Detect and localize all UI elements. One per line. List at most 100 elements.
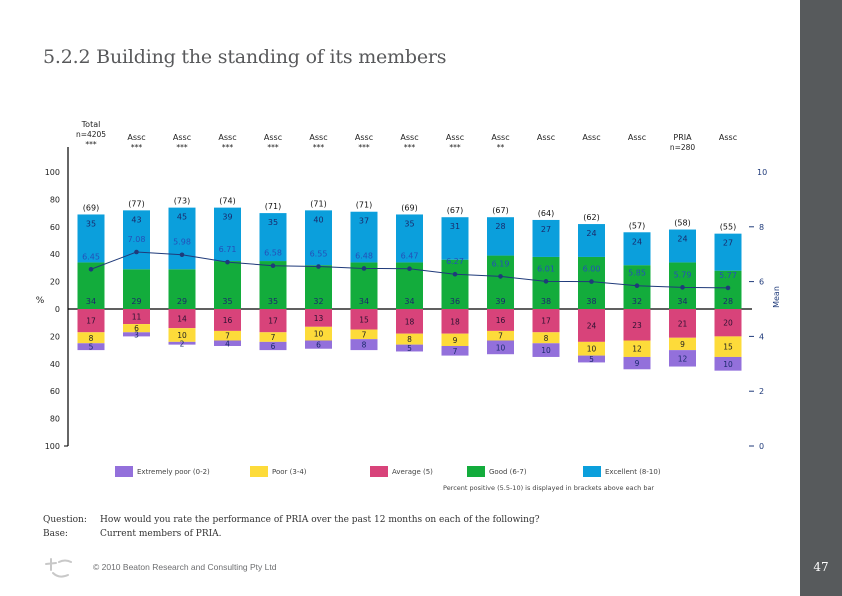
mean-point (88, 266, 94, 272)
category-label: Total (81, 120, 101, 129)
category-header: Assc*** (264, 133, 282, 152)
y2-tick-label: 6 (759, 278, 764, 287)
bar-stack: 35 35 17 76 (71) 6.58 (259, 202, 287, 351)
bar-segment-extremely (578, 355, 605, 363)
y-tick-label: 0 (55, 305, 60, 314)
y-tick-label: 20 (50, 278, 60, 287)
bar-segment-excellent (168, 207, 196, 270)
segment-value-label: 6 (271, 342, 276, 351)
segment-value-label: 20 (723, 319, 733, 328)
segment-value-label: 16 (496, 316, 506, 325)
segment-value-label: 10 (177, 331, 187, 340)
bar-segment-extremely (714, 356, 742, 371)
segment-value-label: 24 (632, 237, 642, 246)
percent-positive-label: (64) (538, 209, 554, 218)
segment-value-label: 34 (86, 297, 96, 306)
mean-point (316, 264, 321, 269)
legend-label: Average (5) (392, 467, 433, 476)
percent-positive-label: (62) (583, 213, 599, 222)
y-tick-label: 80 (50, 415, 60, 424)
segment-value-label: 7 (271, 333, 276, 342)
category-header: Assc*** (400, 133, 418, 152)
percent-positive-label: (57) (629, 221, 645, 230)
bar-stack: 24 32 23 12 9 (57) 5.85 (623, 221, 651, 370)
percent-positive-label: (71) (310, 199, 326, 208)
bar-segment-average (532, 309, 560, 333)
legend-item-excellent: Excellent (8-10) (583, 466, 661, 477)
mean-point (543, 279, 549, 284)
bar-stack: 39 35 16 74 (74) 6.71 (214, 197, 241, 348)
bar-stack: 27 38 17 8 10 (64) 6.01 (532, 209, 560, 357)
bar-segment-average (441, 309, 469, 334)
bar-segment-excellent (714, 233, 742, 271)
category-significance: *** (85, 140, 97, 149)
percent-positive-label: (69) (83, 203, 99, 212)
mean-line (88, 249, 731, 291)
segment-value-label: 27 (541, 225, 551, 234)
y-tick-label: 20 (50, 332, 60, 341)
bar-segment-poor (669, 337, 696, 351)
segment-value-label: 3 (134, 330, 139, 339)
y-tick-label: 60 (50, 223, 60, 232)
bar-segment-average (623, 309, 651, 341)
segment-value-label: 4 (225, 339, 230, 348)
bar-stack: 35 34 18 85 (69) 6.47 (396, 203, 423, 353)
segment-value-label: 35 (222, 297, 232, 306)
chart-bars: 35341785(69)6.4543291163(77)7.0845291410… (77, 197, 742, 371)
mean-value-label: 5.98 (173, 238, 191, 247)
category-label: Assc (218, 133, 236, 142)
base-label: Base: (43, 529, 68, 539)
segment-value-label: 34 (404, 297, 414, 306)
percent-positive-label: (69) (401, 203, 417, 212)
legend-item-poor: Poor (3-4) (250, 466, 307, 477)
segment-value-label: 35 (404, 219, 414, 228)
bar-segment-excellent (123, 210, 150, 270)
mean-point (680, 285, 685, 290)
bar-stack: 43 29 11 63 (77) 7.08 (123, 199, 150, 339)
bar-segment-poor (123, 324, 150, 333)
segment-value-label: 10 (314, 330, 324, 339)
percent-positive-label: (67) (492, 206, 508, 215)
bar-segment-excellent (305, 210, 332, 266)
question-text: How would you rate the performance of PR… (100, 515, 540, 525)
segment-value-label: 35 (86, 219, 96, 228)
legend-note: Percent positive (5.5-10) is displayed i… (443, 484, 655, 492)
mean-point (270, 263, 276, 269)
segment-value-label: 24 (677, 235, 687, 244)
segment-value-label: 15 (723, 343, 733, 352)
mean-point (589, 279, 594, 284)
percent-positive-label: (71) (265, 202, 281, 211)
segment-value-label: 40 (313, 215, 323, 224)
segment-value-label: 43 (131, 215, 141, 224)
category-label: Assc (491, 133, 509, 142)
segment-value-label: 13 (314, 314, 324, 323)
segment-value-label: 32 (632, 297, 642, 306)
category-label: Assc (628, 133, 646, 142)
category-sublabel: ** (497, 143, 505, 152)
category-label: Assc (537, 133, 555, 142)
bar-segment-poor (623, 340, 651, 357)
category-label: Assc (309, 133, 327, 142)
segment-value-label: 32 (313, 297, 323, 306)
mean-value-label: 6.71 (219, 245, 237, 254)
category-label: Assc (719, 133, 737, 142)
base-text: Current members of PRIA. (100, 529, 222, 539)
segment-value-label: 7 (225, 332, 230, 341)
bar-stack: 27 28 20 15 10 (55) 5.77 (714, 223, 742, 371)
segment-value-label: 10 (587, 345, 597, 354)
mean-point (179, 252, 185, 258)
percent-positive-label: (77) (128, 199, 144, 208)
bar-segment-average (214, 309, 241, 331)
category-header: Assc (582, 133, 600, 142)
category-sublabel: *** (222, 143, 234, 152)
bar-segment-extremely (396, 344, 423, 352)
bar-segment-poor (487, 330, 514, 341)
mean-value-label: 6.19 (492, 259, 510, 268)
category-sublabel: n=4205 (76, 130, 106, 139)
segment-value-label: 17 (268, 317, 278, 326)
bar-stack: 40 32 13 10 6 (71) 6.55 (305, 199, 332, 350)
category-sublabel: *** (313, 143, 325, 152)
segment-value-label: 5 (589, 355, 594, 364)
bar-segment-average (578, 309, 605, 342)
segment-value-label: 24 (586, 229, 596, 238)
